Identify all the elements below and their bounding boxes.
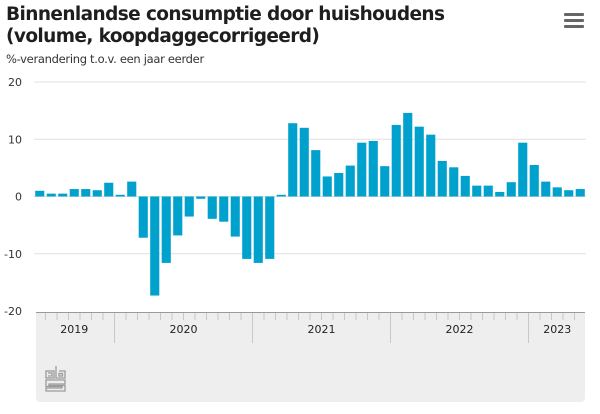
- bar: [380, 166, 390, 197]
- bar: [437, 161, 447, 197]
- y-tick-label: -10: [4, 248, 22, 261]
- bar: [288, 123, 298, 197]
- bar: [311, 150, 321, 197]
- bar: [58, 193, 68, 197]
- bar: [196, 196, 206, 199]
- bar: [242, 196, 252, 259]
- bar: [575, 189, 585, 197]
- bar: [81, 189, 91, 197]
- bar: [426, 134, 436, 197]
- bar: [368, 140, 378, 197]
- bar: [483, 185, 493, 197]
- bar: [345, 165, 355, 197]
- bar: [138, 196, 148, 238]
- bar: [449, 167, 459, 197]
- bar: [173, 196, 183, 236]
- bar: [334, 173, 344, 197]
- bar: [495, 191, 505, 197]
- x-year-label: 2022: [446, 323, 474, 336]
- bar: [299, 127, 309, 197]
- bar: [46, 193, 56, 197]
- bar: [460, 175, 470, 197]
- x-year-label: 2020: [170, 323, 198, 336]
- bar: [92, 190, 102, 197]
- bar: [564, 190, 574, 197]
- bar: [506, 182, 516, 197]
- bar: [161, 196, 171, 263]
- y-tick-label: 10: [8, 133, 22, 146]
- bar: [207, 196, 217, 219]
- bar: [150, 196, 160, 296]
- x-year-label: 2021: [308, 323, 336, 336]
- bar: [391, 124, 401, 197]
- bar: [414, 126, 424, 197]
- y-tick-label: 20: [8, 76, 22, 89]
- bar: [253, 196, 263, 263]
- bar: [35, 190, 45, 197]
- x-axis-panel: [36, 313, 585, 402]
- bar: [219, 196, 229, 222]
- bar: [403, 112, 413, 197]
- bar: [104, 182, 114, 197]
- bar: [115, 194, 125, 197]
- hamburger-menu-icon[interactable]: [564, 13, 584, 29]
- bar: [127, 181, 137, 197]
- bar: [518, 142, 528, 197]
- chart-title: Binnenlandse consumptie door huishoudens…: [6, 4, 445, 47]
- bar: [357, 142, 367, 197]
- x-year-label: 2023: [543, 323, 571, 336]
- y-tick-label: 0: [15, 191, 22, 204]
- bar: [541, 181, 551, 197]
- y-tick-label: -20: [4, 305, 22, 318]
- bar: [230, 196, 240, 237]
- bar: [69, 189, 79, 197]
- bar: [552, 187, 562, 197]
- chart-subtitle: %-verandering t.o.v. een jaar eerder: [6, 52, 204, 66]
- bar: [322, 176, 332, 197]
- bar: [265, 196, 275, 259]
- cbs-logo: [45, 365, 67, 398]
- bar: [184, 196, 194, 217]
- bar: [529, 165, 539, 197]
- bar: [472, 185, 482, 197]
- bar: [276, 194, 286, 197]
- x-year-label: 2019: [60, 323, 88, 336]
